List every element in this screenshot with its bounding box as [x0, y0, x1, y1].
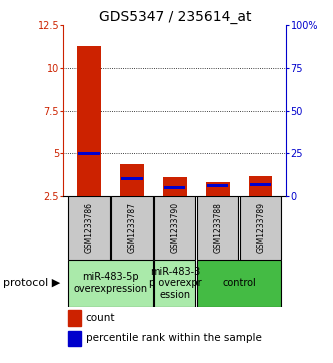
Bar — [240, 196, 281, 260]
Bar — [68, 331, 81, 346]
Text: GSM1233790: GSM1233790 — [170, 202, 179, 253]
Bar — [121, 178, 143, 180]
Text: protocol ▶: protocol ▶ — [3, 278, 61, 288]
Bar — [68, 260, 153, 307]
Bar — [249, 176, 272, 196]
Text: miR-483-5p
overexpression: miR-483-5p overexpression — [73, 272, 148, 294]
Bar — [78, 152, 100, 155]
Bar — [197, 196, 238, 260]
Bar — [77, 46, 101, 196]
Bar — [154, 196, 195, 260]
Bar — [120, 164, 144, 196]
Bar — [111, 196, 153, 260]
Bar — [197, 260, 281, 307]
Bar — [207, 184, 228, 187]
Bar — [68, 196, 110, 260]
Bar — [68, 310, 81, 326]
Text: GSM1233789: GSM1233789 — [256, 202, 265, 253]
Bar — [154, 260, 195, 307]
Bar — [163, 177, 186, 196]
Text: GSM1233786: GSM1233786 — [85, 202, 94, 253]
Text: count: count — [86, 313, 115, 323]
Title: GDS5347 / 235614_at: GDS5347 / 235614_at — [99, 11, 251, 24]
Text: percentile rank within the sample: percentile rank within the sample — [86, 334, 261, 343]
Bar — [250, 183, 271, 185]
Text: GSM1233787: GSM1233787 — [128, 202, 137, 253]
Bar — [164, 186, 185, 189]
Text: miR-483-3
p overexpr
ession: miR-483-3 p overexpr ession — [149, 266, 201, 300]
Text: GSM1233788: GSM1233788 — [213, 202, 222, 253]
Text: control: control — [222, 278, 256, 288]
Bar — [206, 182, 229, 196]
